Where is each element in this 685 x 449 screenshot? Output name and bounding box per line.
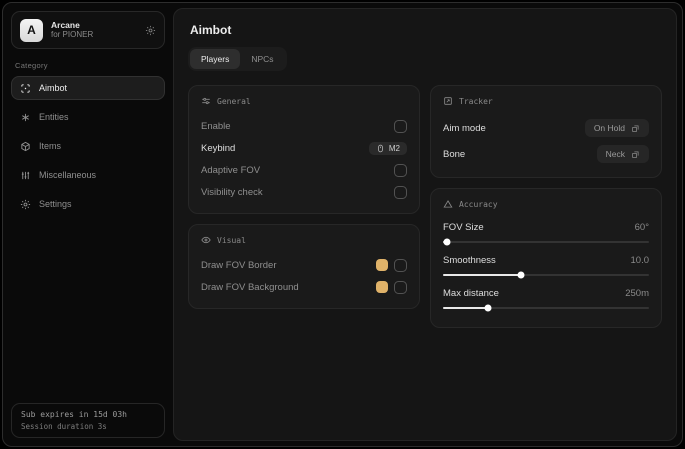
triangle-icon xyxy=(443,199,453,209)
aim-mode-select[interactable]: On Hold xyxy=(584,119,649,137)
sliders-vertical-icon xyxy=(20,170,31,181)
session-duration-text: Session duration 3s xyxy=(21,422,107,431)
draw-fov-border-row: Draw FOV Border xyxy=(201,254,407,276)
draw-fov-background-row: Draw FOV Background xyxy=(201,276,407,298)
tab-npcs[interactable]: NPCs xyxy=(251,54,274,64)
scan-crosshair-icon xyxy=(20,83,31,94)
frame-arrow-icon xyxy=(443,96,453,106)
general-card-title: General xyxy=(217,96,251,106)
sliders-horizontal-icon xyxy=(201,96,211,106)
fov-background-color-swatch[interactable] xyxy=(376,281,388,293)
fov-size-slider-thumb[interactable] xyxy=(443,238,451,246)
brand-card: A Arcane for PIONER xyxy=(11,11,165,49)
brand-subtitle: for PIONER xyxy=(51,30,94,40)
max-distance-slider-thumb[interactable] xyxy=(484,304,492,312)
sidebar-item-aimbot[interactable]: Aimbot xyxy=(11,76,165,100)
sidebar-item-label: Aimbot xyxy=(39,83,68,93)
main-panel: Aimbot Players NPCs xyxy=(173,8,677,441)
sub-expiry-text: Sub expires in 15d 03h xyxy=(21,410,127,419)
max-distance-label: Max distance xyxy=(443,287,499,299)
keybind-button[interactable]: M2 xyxy=(368,141,407,155)
page-title: Aimbot xyxy=(190,23,232,37)
sidebar-item-settings[interactable]: Settings xyxy=(11,192,165,216)
draw-fov-background-checkbox[interactable] xyxy=(394,280,407,294)
bone-value: Neck xyxy=(605,149,625,159)
bone-select[interactable]: Neck xyxy=(596,145,649,163)
draw-fov-border-checkbox[interactable] xyxy=(394,258,407,272)
adaptive-fov-checkbox[interactable] xyxy=(394,163,407,177)
bone-row: Bone Neck xyxy=(443,141,649,167)
fov-size-slider[interactable] xyxy=(443,238,649,246)
fov-size-label: FOV Size xyxy=(443,221,484,233)
keybind-label: Keybind xyxy=(201,142,236,154)
enable-label: Enable xyxy=(201,120,231,132)
max-distance-slider-group: Max distance 250m xyxy=(443,284,649,312)
right-column: Tracker Aim mode On Hold xyxy=(430,85,662,328)
gear-icon xyxy=(20,199,31,210)
general-card-header: General xyxy=(201,96,407,106)
sidebar-item-miscellaneous[interactable]: Miscellaneous xyxy=(11,163,165,187)
entities-icon xyxy=(20,112,31,123)
sidebar-item-label: Entities xyxy=(39,112,69,122)
draw-fov-background-label: Draw FOV Background xyxy=(201,281,299,293)
max-distance-value: 250m xyxy=(625,287,649,299)
brand-text: Arcane for PIONER xyxy=(51,20,137,41)
bone-label: Bone xyxy=(443,148,466,160)
category-label: Category xyxy=(15,61,48,70)
keybind-row: Keybind M2 xyxy=(201,137,407,159)
smoothness-value: 10.0 xyxy=(630,254,650,266)
sidebar-item-label: Settings xyxy=(39,199,72,209)
adaptive-fov-label: Adaptive FOV xyxy=(201,164,261,176)
visual-card-header: Visual xyxy=(201,235,407,245)
sidebar-item-label: Miscellaneous xyxy=(39,170,97,180)
enable-row: Enable xyxy=(201,115,407,137)
visibility-check-label: Visibility check xyxy=(201,186,263,198)
fov-border-color-swatch[interactable] xyxy=(376,259,388,271)
accuracy-card: Accuracy FOV Size 60° xyxy=(430,188,662,328)
max-distance-slider[interactable] xyxy=(443,304,649,312)
eye-icon xyxy=(201,235,211,245)
keybind-value: M2 xyxy=(388,143,400,153)
visibility-check-checkbox[interactable] xyxy=(394,185,407,199)
tracker-card-title: Tracker xyxy=(459,96,493,106)
aim-mode-label: Aim mode xyxy=(443,122,486,134)
cube-icon xyxy=(20,141,31,152)
accuracy-card-title: Accuracy xyxy=(459,199,498,209)
aim-mode-row: Aim mode On Hold xyxy=(443,115,649,141)
tracker-card-header: Tracker xyxy=(443,96,649,106)
expand-select-icon xyxy=(631,124,640,133)
fov-size-value: 60° xyxy=(634,221,649,233)
sidebar-item-label: Items xyxy=(39,141,62,151)
aim-mode-value: On Hold xyxy=(593,123,625,133)
mouse-icon xyxy=(376,144,385,153)
sidebar-item-entities[interactable]: Entities xyxy=(11,105,165,129)
visibility-check-row: Visibility check xyxy=(201,181,407,203)
visual-card: Visual Draw FOV Border Draw FOV Backgrou… xyxy=(188,224,420,309)
smoothness-slider-thumb[interactable] xyxy=(517,271,525,279)
adaptive-fov-row: Adaptive FOV xyxy=(201,159,407,181)
draw-fov-border-label: Draw FOV Border xyxy=(201,259,277,271)
smoothness-label: Smoothness xyxy=(443,254,496,266)
target-tabs: Players NPCs xyxy=(188,47,287,71)
brand-name: Arcane xyxy=(51,19,80,30)
cards-grid: General Enable Keybind xyxy=(188,85,662,328)
general-card: General Enable Keybind xyxy=(188,85,420,214)
enable-checkbox[interactable] xyxy=(394,119,407,133)
visual-card-title: Visual xyxy=(217,235,246,245)
sidebar-nav: Aimbot Entities Items xyxy=(11,76,165,216)
settings-gear-icon[interactable] xyxy=(145,25,156,36)
app-logo: A xyxy=(20,18,43,42)
tracker-card: Tracker Aim mode On Hold xyxy=(430,85,662,178)
tab-players[interactable]: Players xyxy=(190,49,241,69)
left-column: General Enable Keybind xyxy=(188,85,420,309)
subscription-info-card: Sub expires in 15d 03h Session duration … xyxy=(11,403,165,438)
smoothness-slider-group: Smoothness 10.0 xyxy=(443,251,650,279)
expand-select-icon xyxy=(631,150,640,159)
smoothness-slider[interactable] xyxy=(443,271,649,279)
accuracy-card-header: Accuracy xyxy=(443,199,649,209)
sidebar: A Arcane for PIONER Category xyxy=(3,3,173,446)
sidebar-item-items[interactable]: Items xyxy=(11,134,165,158)
fov-size-slider-group: FOV Size 60° xyxy=(443,218,649,246)
